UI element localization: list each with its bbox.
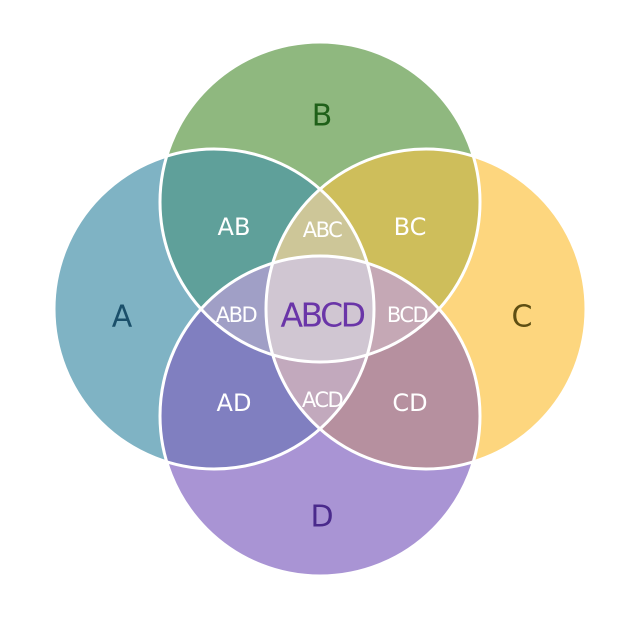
region-bcd xyxy=(266,256,480,362)
outline-b xyxy=(158,40,482,364)
label-bcd: BCD xyxy=(387,303,428,327)
outline-d xyxy=(158,254,482,578)
label-abcd: ABCD xyxy=(280,296,364,335)
outline-c xyxy=(264,147,588,471)
region-acd xyxy=(266,256,374,469)
label-bc: BC xyxy=(394,213,427,241)
label-b: B xyxy=(312,99,333,134)
label-abc: ABC xyxy=(303,218,342,242)
region-abc xyxy=(266,149,374,362)
label-cd: CD xyxy=(392,389,427,417)
region-abd xyxy=(160,256,374,362)
outline-a xyxy=(52,147,376,471)
label-c: C xyxy=(512,300,533,335)
label-a: A xyxy=(112,300,133,335)
label-d: D xyxy=(310,500,333,535)
label-acd: ACD xyxy=(302,388,343,412)
label-ab: AB xyxy=(218,213,251,241)
label-abd: ABD xyxy=(216,303,257,327)
label-ad: AD xyxy=(217,389,252,417)
